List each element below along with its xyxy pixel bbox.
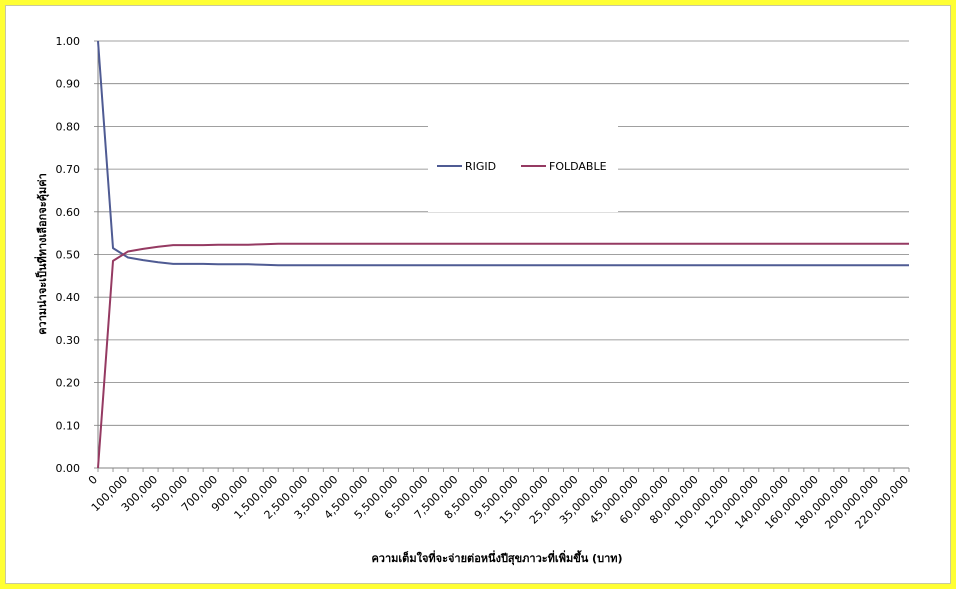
x-tick-label: 0: [86, 473, 100, 487]
y-tick-label: 0.10: [56, 419, 81, 432]
x-axis-title: ความเต็มใจที่จะจ่ายต่อหนึ่งปีสุขภาวะที่เ…: [371, 550, 622, 566]
x-tick-label: 220,000,000: [852, 473, 911, 532]
axes: [97, 41, 910, 472]
y-tick-label: 0.20: [56, 377, 81, 390]
series-line-foldable: [97, 242, 909, 469]
legend: RIGID FOLDABLE: [428, 120, 618, 212]
y-tick-label: 0.00: [56, 462, 81, 475]
y-tick-label: 0.90: [56, 78, 81, 91]
legend-label: RIGID: [465, 160, 496, 173]
chart-frame: [5, 5, 951, 584]
y-tick-label: 0.60: [56, 206, 81, 219]
series-line-rigid: [97, 40, 909, 267]
y-tick-label: 0.80: [56, 120, 81, 133]
y-tick-labels: 0.00 0.10 0.20 0.30 0.40 0.50 0.60 0.70 0.80 0.90…: [56, 35, 81, 475]
gridlines: [94, 40, 909, 469]
y-axis-title: ความน่าจะเป็นที่ทางเลือกจะคุ้มค่า: [34, 173, 50, 335]
legend-label: FOLDABLE: [549, 160, 607, 173]
series-lines: [97, 40, 909, 469]
y-tick-label: 0.70: [56, 163, 81, 176]
y-tick-label: 0.30: [56, 334, 81, 347]
y-tick-label: 0.40: [56, 291, 81, 304]
x-tick-labels: 0100,000300,000500,000700,000900,0001,50…: [86, 473, 911, 532]
y-tick-label: 1.00: [56, 35, 81, 48]
y-tick-label: 0.50: [56, 249, 81, 262]
